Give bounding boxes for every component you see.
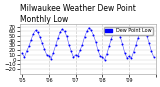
Point <box>103 59 106 60</box>
Point <box>123 52 126 53</box>
Point <box>137 37 139 39</box>
Point <box>74 54 77 56</box>
Point <box>92 34 95 36</box>
Point <box>148 42 150 44</box>
Point <box>130 58 133 59</box>
Point <box>65 35 68 37</box>
Point <box>39 36 41 38</box>
Point <box>97 50 99 51</box>
Point <box>146 35 148 36</box>
Point <box>143 30 146 32</box>
Point <box>83 36 86 38</box>
Point <box>141 28 144 30</box>
Point <box>112 33 115 34</box>
Point <box>132 51 135 53</box>
Point <box>85 31 88 32</box>
Point <box>81 44 84 45</box>
Point <box>128 56 130 57</box>
Point <box>21 52 24 54</box>
Text: Milwaukee Weather Dew Point
Monthly Low: Milwaukee Weather Dew Point Monthly Low <box>20 4 136 24</box>
Point <box>68 44 70 45</box>
Point <box>50 58 52 59</box>
Point <box>88 27 90 28</box>
Point <box>25 50 28 52</box>
Point <box>34 30 37 31</box>
Point <box>59 32 61 33</box>
Point <box>41 42 44 44</box>
Point <box>72 57 75 58</box>
Point <box>45 54 48 56</box>
Point <box>94 41 97 42</box>
Point <box>77 55 79 57</box>
Point <box>23 57 26 58</box>
Point <box>54 45 57 46</box>
Point <box>126 57 128 58</box>
Point <box>79 50 81 51</box>
Point <box>43 49 46 50</box>
Point <box>36 32 39 33</box>
Point <box>117 31 119 33</box>
Point <box>106 53 108 55</box>
Point <box>110 38 113 40</box>
Point <box>139 32 142 33</box>
Point <box>61 28 64 30</box>
Point <box>70 50 72 52</box>
Point <box>101 57 104 58</box>
Point <box>121 43 124 45</box>
Point <box>99 55 101 57</box>
Point <box>30 39 32 41</box>
Point <box>56 38 59 39</box>
Point <box>48 55 50 57</box>
Legend: Dew Point Low: Dew Point Low <box>104 27 153 35</box>
Point <box>135 45 137 46</box>
Point <box>52 52 55 53</box>
Point <box>119 36 121 37</box>
Point <box>150 50 153 52</box>
Point <box>63 31 66 32</box>
Point <box>108 46 110 47</box>
Point <box>32 33 35 34</box>
Point <box>152 56 155 57</box>
Point <box>114 29 117 31</box>
Point <box>90 30 92 31</box>
Point <box>28 46 30 47</box>
